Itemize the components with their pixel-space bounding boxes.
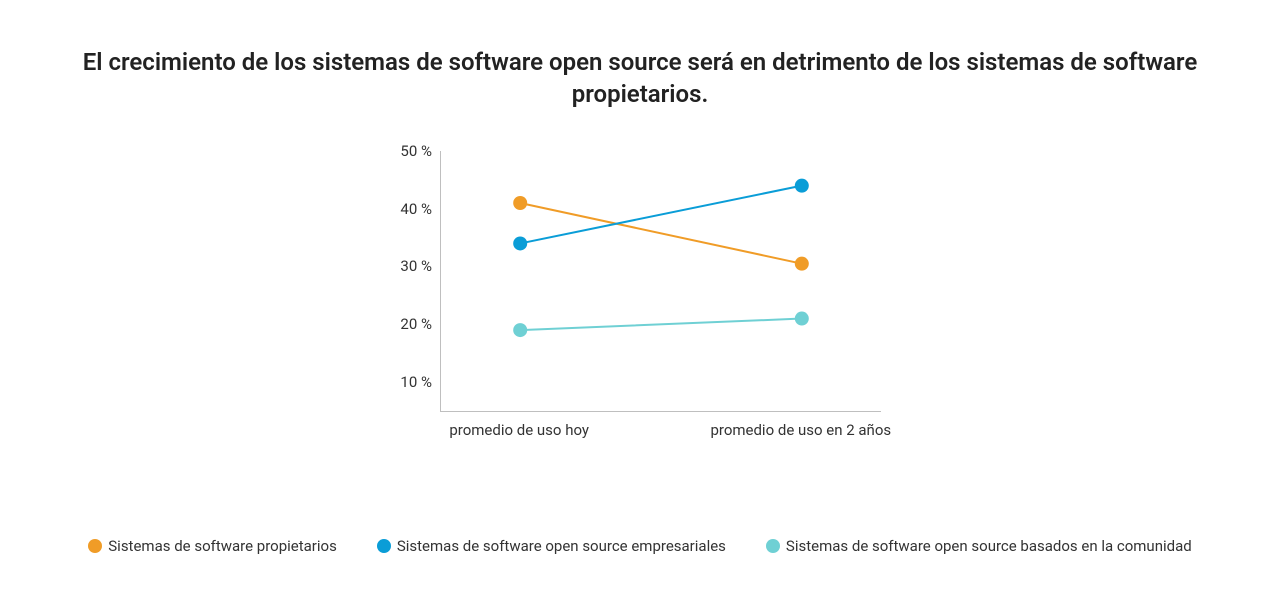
- legend-label: Sistemas de software open source empresa…: [397, 537, 726, 555]
- series-marker: [513, 236, 527, 250]
- series-marker: [795, 311, 809, 325]
- y-tick-label: 20 %: [360, 315, 432, 333]
- legend-label: Sistemas de software propietarios: [108, 537, 337, 555]
- plot-area: [440, 151, 881, 412]
- legend-label: Sistemas de software open source basados…: [786, 537, 1192, 555]
- legend-dot-icon: [766, 539, 780, 553]
- series-marker: [795, 178, 809, 192]
- series-line: [520, 203, 802, 264]
- chart-title: El crecimiento de los sistemas de softwa…: [0, 46, 1280, 111]
- x-tick-label: promedio de uso en 2 años: [710, 421, 891, 439]
- legend: Sistemas de software propietarios Sistema…: [0, 537, 1280, 555]
- chart-area: 10 %20 %30 %40 %50 %promedio de uso hoyp…: [360, 151, 920, 451]
- series-line: [520, 185, 802, 243]
- legend-dot-icon: [377, 539, 391, 553]
- legend-item: Sistemas de software open source empresa…: [377, 537, 726, 555]
- plot-svg: [441, 151, 881, 411]
- series-line: [520, 318, 802, 330]
- series-marker: [795, 256, 809, 270]
- y-tick-label: 40 %: [360, 200, 432, 218]
- series-marker: [513, 196, 527, 210]
- x-tick-label: promedio de uso hoy: [449, 421, 589, 439]
- y-tick-label: 30 %: [360, 257, 432, 275]
- legend-item: Sistemas de software propietarios: [88, 537, 337, 555]
- y-tick-label: 10 %: [360, 373, 432, 391]
- y-tick-label: 50 %: [360, 142, 432, 160]
- legend-dot-icon: [88, 539, 102, 553]
- legend-item: Sistemas de software open source basados…: [766, 537, 1192, 555]
- series-marker: [513, 323, 527, 337]
